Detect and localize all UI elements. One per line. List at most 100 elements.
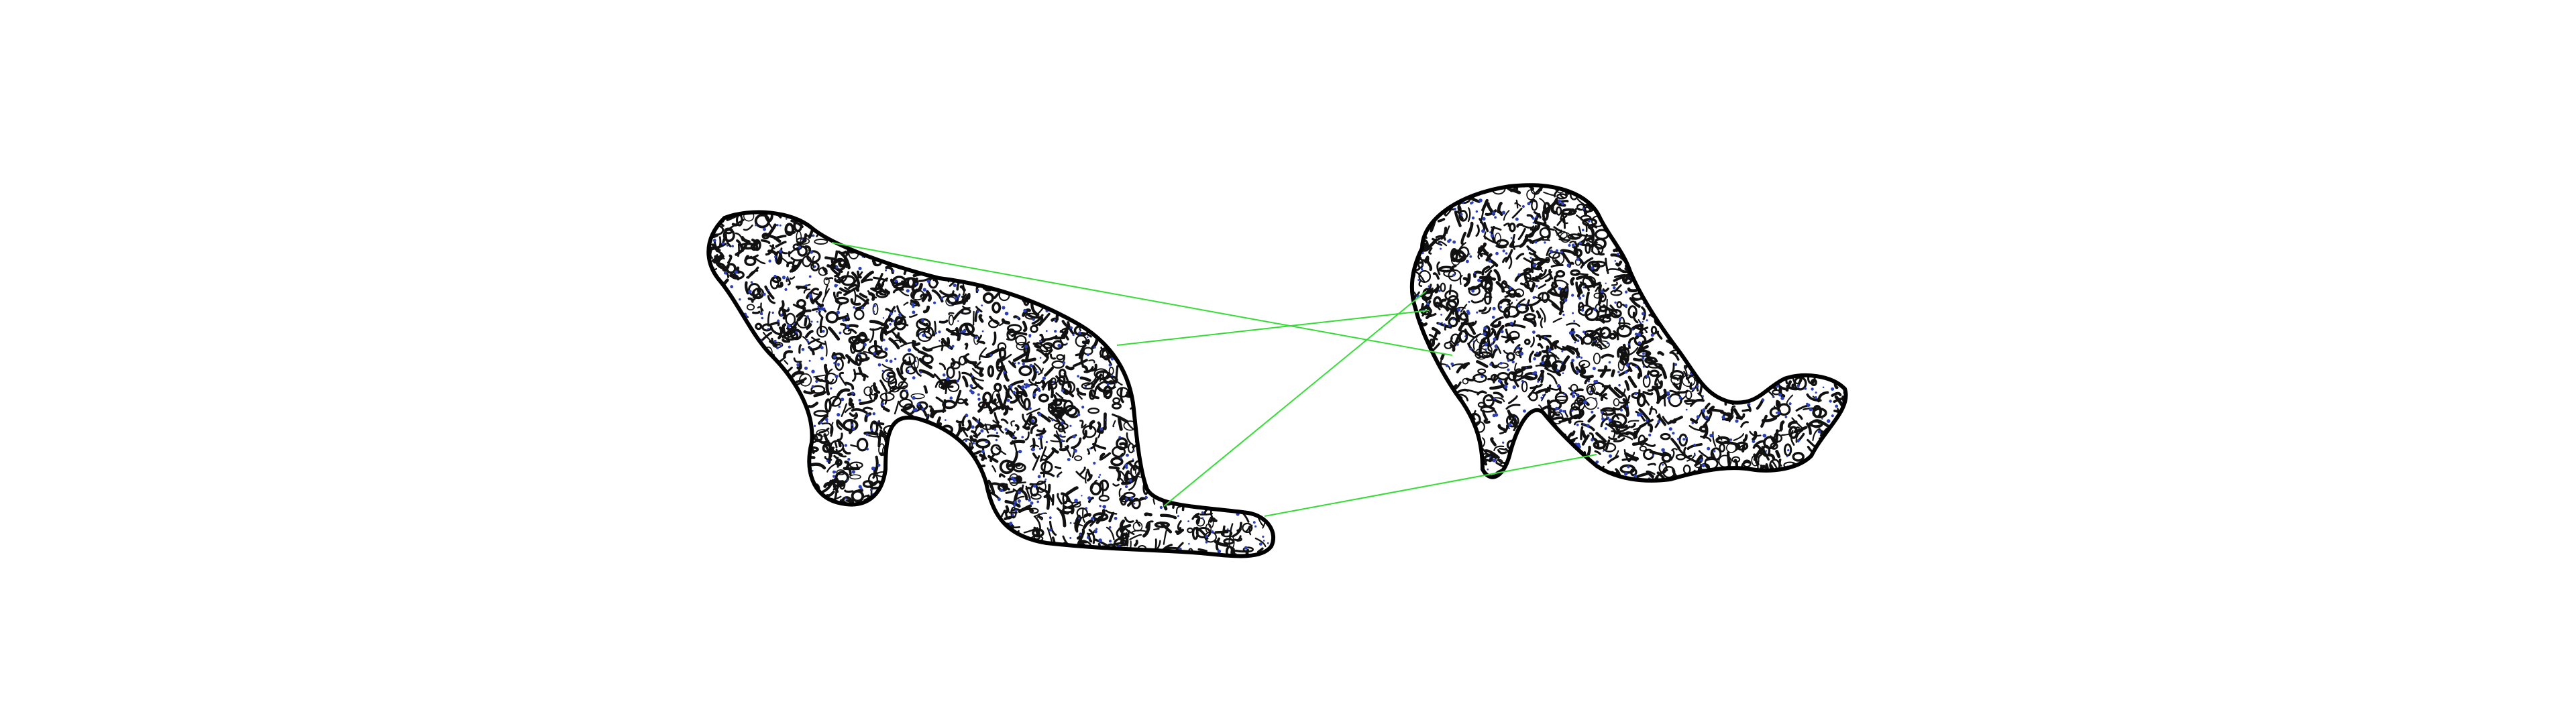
texture-mark bbox=[784, 434, 792, 442]
keypoint bbox=[720, 329, 723, 333]
keypoint bbox=[877, 463, 881, 467]
keypoint bbox=[965, 480, 969, 483]
texture-mark bbox=[1705, 300, 1710, 308]
keypoint bbox=[943, 435, 946, 438]
keypoint bbox=[1233, 424, 1237, 428]
texture-mark bbox=[710, 243, 727, 249]
texture-mark bbox=[1180, 357, 1189, 366]
texture-mark bbox=[1219, 398, 1228, 401]
texture-mark bbox=[1627, 305, 1638, 318]
texture-mark bbox=[791, 447, 804, 458]
texture-mark bbox=[1091, 296, 1106, 310]
texture-mark bbox=[1470, 479, 1479, 481]
texture-mark bbox=[1042, 261, 1059, 265]
keypoint bbox=[925, 447, 927, 449]
texture-mark bbox=[834, 440, 838, 448]
texture-mark bbox=[1762, 257, 1769, 272]
texture-mark bbox=[1128, 530, 1135, 536]
texture-mark bbox=[997, 241, 1009, 255]
texture-mark bbox=[1214, 274, 1222, 278]
texture-mark bbox=[1661, 453, 1672, 463]
texture-mark bbox=[1746, 474, 1762, 481]
texture-mark bbox=[722, 329, 730, 342]
texture-mark bbox=[748, 479, 752, 487]
texture-mark bbox=[1087, 448, 1091, 455]
keypoint bbox=[1146, 560, 1149, 563]
texture-mark bbox=[1546, 482, 1556, 486]
keypoint bbox=[964, 545, 967, 548]
texture-mark bbox=[1248, 493, 1259, 504]
texture-mark bbox=[843, 287, 857, 296]
texture-mark bbox=[922, 200, 930, 208]
texture-mark bbox=[1120, 222, 1125, 230]
keypoint bbox=[1215, 238, 1218, 241]
texture-mark bbox=[1579, 281, 1586, 286]
keypoint bbox=[1195, 560, 1197, 562]
texture-mark bbox=[1654, 241, 1671, 247]
texture-mark bbox=[1240, 475, 1250, 483]
texture-mark bbox=[1775, 450, 1781, 459]
texture-mark bbox=[1449, 434, 1458, 444]
texture-mark bbox=[941, 337, 953, 350]
texture-mark bbox=[1598, 284, 1605, 298]
keypoint bbox=[1030, 501, 1034, 505]
keypoint bbox=[885, 359, 888, 363]
texture-mark bbox=[798, 344, 802, 354]
texture-mark bbox=[1189, 290, 1195, 300]
texture-mark bbox=[1097, 516, 1102, 522]
texture-mark bbox=[844, 286, 851, 292]
texture-mark bbox=[1169, 272, 1177, 284]
texture-mark bbox=[730, 337, 737, 347]
texture-mark bbox=[963, 398, 969, 406]
keypoint bbox=[972, 442, 975, 444]
keypoint bbox=[1108, 363, 1112, 367]
texture-mark bbox=[1668, 292, 1676, 300]
texture-mark bbox=[851, 272, 861, 286]
texture-mark bbox=[1415, 198, 1432, 208]
texture-mark bbox=[843, 327, 852, 335]
keypoint bbox=[1207, 296, 1209, 299]
texture-mark bbox=[1262, 562, 1265, 566]
keypoint bbox=[1030, 269, 1034, 273]
keypoint bbox=[957, 550, 959, 552]
texture-mark bbox=[1275, 505, 1285, 508]
texture-mark bbox=[1731, 301, 1736, 307]
texture-mark bbox=[1695, 341, 1699, 354]
texture-mark bbox=[712, 365, 722, 377]
texture-mark bbox=[1056, 204, 1067, 209]
texture-mark bbox=[777, 503, 782, 513]
texture-mark bbox=[902, 537, 908, 544]
keypoint bbox=[1099, 303, 1104, 307]
texture-mark bbox=[1122, 345, 1133, 359]
texture-mark bbox=[762, 435, 771, 444]
texture-mark bbox=[893, 554, 902, 556]
keypoint bbox=[1181, 467, 1186, 471]
texture-mark bbox=[1759, 255, 1772, 267]
keypoint bbox=[870, 539, 873, 542]
keypoint bbox=[916, 538, 920, 542]
texture-mark bbox=[1645, 272, 1652, 288]
texture-mark bbox=[957, 534, 968, 551]
texture-mark bbox=[975, 438, 991, 448]
texture-mark bbox=[1259, 434, 1268, 444]
texture-mark bbox=[1012, 508, 1021, 511]
texture-mark bbox=[1003, 212, 1018, 219]
texture-mark bbox=[1671, 448, 1678, 451]
texture-mark bbox=[1412, 446, 1423, 455]
texture-mark bbox=[1819, 294, 1832, 300]
keypoint bbox=[1087, 496, 1091, 500]
texture-mark bbox=[1025, 311, 1041, 319]
texture-mark bbox=[965, 526, 973, 534]
keypoint bbox=[704, 267, 707, 270]
texture-mark bbox=[793, 357, 802, 363]
keypoint bbox=[1234, 339, 1238, 343]
texture-mark bbox=[1611, 282, 1618, 286]
texture-mark bbox=[1030, 493, 1042, 500]
texture-mark bbox=[1112, 304, 1124, 316]
texture-mark bbox=[764, 285, 775, 300]
texture-mark bbox=[1650, 263, 1656, 270]
keypoint bbox=[708, 536, 711, 540]
keypoint bbox=[961, 259, 964, 263]
texture-mark bbox=[869, 393, 873, 400]
texture-mark bbox=[1053, 399, 1063, 406]
